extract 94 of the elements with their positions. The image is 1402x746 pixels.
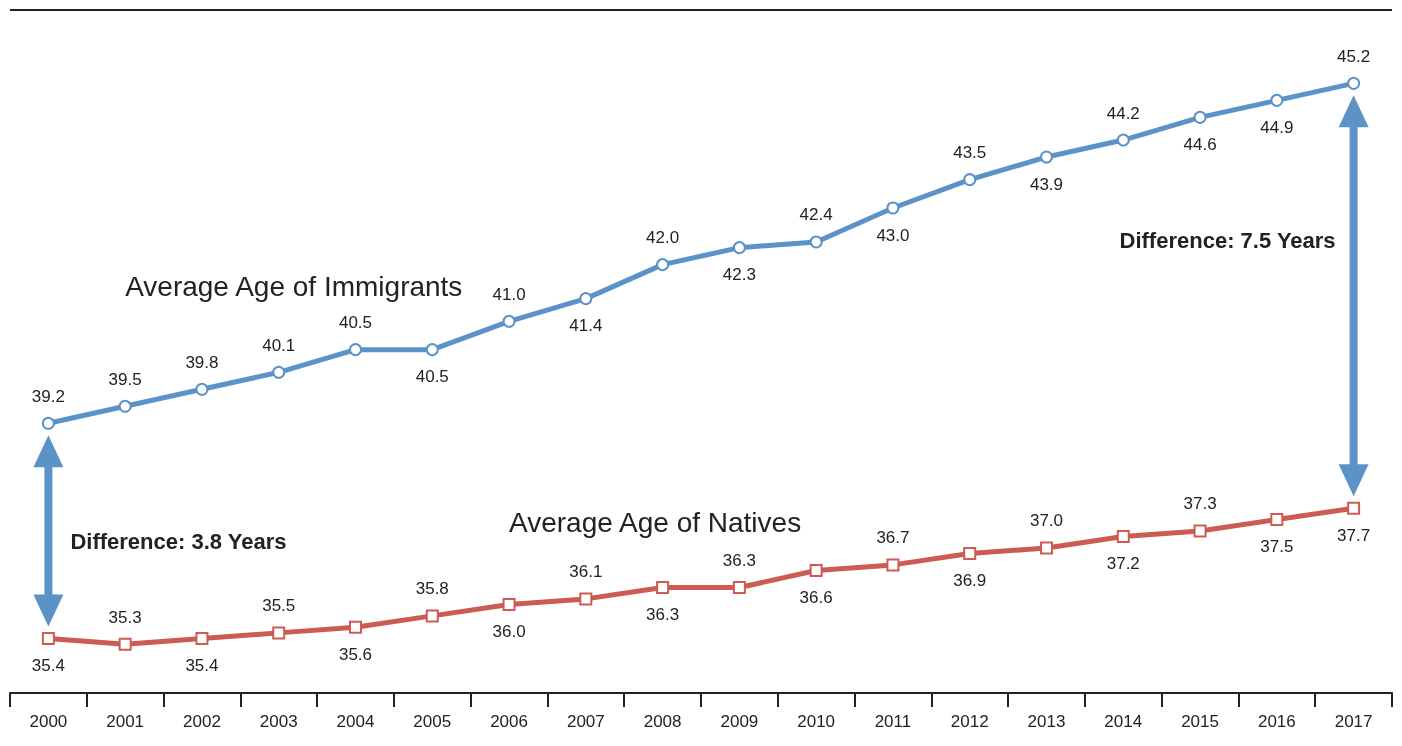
x-tick-label: 2009 (720, 712, 759, 731)
x-tick-label: 2012 (950, 712, 989, 731)
x-tick-label: 2004 (336, 712, 375, 731)
data-label: 39.5 (108, 369, 142, 389)
point (41, 632, 55, 646)
point (1116, 530, 1130, 544)
point (656, 581, 670, 595)
x-tick-label: 2013 (1027, 712, 1066, 731)
point (656, 258, 670, 272)
x-tick-label: 2008 (643, 712, 682, 731)
x-tick-label: 2007 (566, 712, 605, 731)
point (502, 598, 516, 612)
point (41, 416, 55, 430)
point (809, 235, 823, 249)
point (118, 637, 132, 651)
point (502, 314, 516, 328)
x-tick-label: 2015 (1181, 712, 1219, 731)
data-label: 40.5 (338, 313, 373, 333)
data-label: 36.7 (876, 528, 910, 548)
data-label: 43.9 (1029, 174, 1064, 194)
data-label: 43.5 (953, 143, 987, 163)
x-tick-label: 2006 (490, 712, 528, 731)
data-label: 36.3 (722, 551, 756, 571)
point (809, 564, 823, 578)
data-label: 35.5 (262, 596, 296, 616)
data-label: 37.0 (1029, 511, 1064, 531)
x-tick-label: 2014 (1104, 712, 1143, 731)
data-label: 42.0 (646, 228, 680, 248)
point (195, 632, 209, 646)
annotation: Difference: 7.5 Years (1119, 227, 1336, 253)
point (425, 609, 439, 623)
point (1347, 501, 1361, 515)
data-label: 35.6 (338, 644, 373, 664)
point (886, 201, 900, 215)
data-label: 35.8 (415, 579, 449, 599)
data-label: 39.8 (185, 352, 219, 372)
data-label: 37.7 (1337, 525, 1371, 545)
x-tick-label: 2005 (413, 712, 452, 731)
point (272, 626, 286, 640)
annotation: Difference: 3.8 Years (70, 528, 287, 554)
data-label: 41.0 (492, 284, 526, 304)
point (1347, 76, 1361, 90)
data-label: 44.2 (1106, 103, 1140, 123)
data-label: 36.6 (799, 588, 833, 608)
point (1270, 513, 1284, 527)
data-label: 41.4 (569, 316, 603, 336)
point (349, 620, 362, 634)
x-tick-label: 2000 (29, 712, 68, 731)
point (732, 241, 746, 255)
point (1193, 524, 1207, 538)
point (195, 382, 209, 396)
x-tick-label: 2003 (259, 712, 298, 731)
series-label: Average Age of Immigrants (125, 271, 463, 303)
data-label: 35.4 (185, 656, 219, 676)
point (963, 173, 977, 187)
data-label: 35.4 (31, 656, 65, 676)
point (579, 292, 593, 306)
x-tick-label: 2010 (797, 712, 836, 731)
data-label: 36.1 (569, 562, 603, 582)
data-label: 35.3 (108, 607, 142, 627)
data-label: 37.2 (1106, 554, 1140, 574)
x-tick-label: 2017 (1334, 712, 1373, 731)
data-label: 44.9 (1260, 117, 1294, 137)
point (1040, 541, 1053, 555)
data-label: 36.3 (646, 605, 680, 625)
point (886, 558, 900, 572)
data-label: 43.0 (876, 225, 910, 245)
point (732, 581, 746, 595)
data-label: 36.0 (492, 622, 526, 642)
x-tick-label: 2011 (874, 712, 912, 731)
data-label: 42.4 (799, 205, 833, 225)
x-tick-label: 2016 (1257, 712, 1296, 731)
point (349, 343, 362, 357)
x-tick-label: 2002 (183, 712, 221, 731)
series-label: Average Age of Natives (509, 507, 802, 539)
point (963, 547, 977, 561)
data-label: 39.2 (31, 386, 65, 406)
data-label: 40.5 (415, 367, 449, 387)
point (272, 365, 286, 379)
data-label: 45.2 (1337, 46, 1371, 66)
point (1116, 133, 1130, 147)
point (425, 343, 439, 357)
data-label: 37.5 (1260, 537, 1294, 557)
data-label: 36.9 (953, 571, 987, 591)
data-label: 44.6 (1183, 134, 1217, 154)
data-label: 42.3 (722, 265, 756, 285)
x-tick-label: 2001 (106, 712, 145, 731)
point (1270, 93, 1284, 107)
data-label: 37.3 (1183, 494, 1217, 514)
point (579, 592, 593, 606)
point (1193, 110, 1207, 124)
point (118, 399, 132, 413)
point (1040, 150, 1053, 164)
data-label: 40.1 (262, 335, 296, 355)
